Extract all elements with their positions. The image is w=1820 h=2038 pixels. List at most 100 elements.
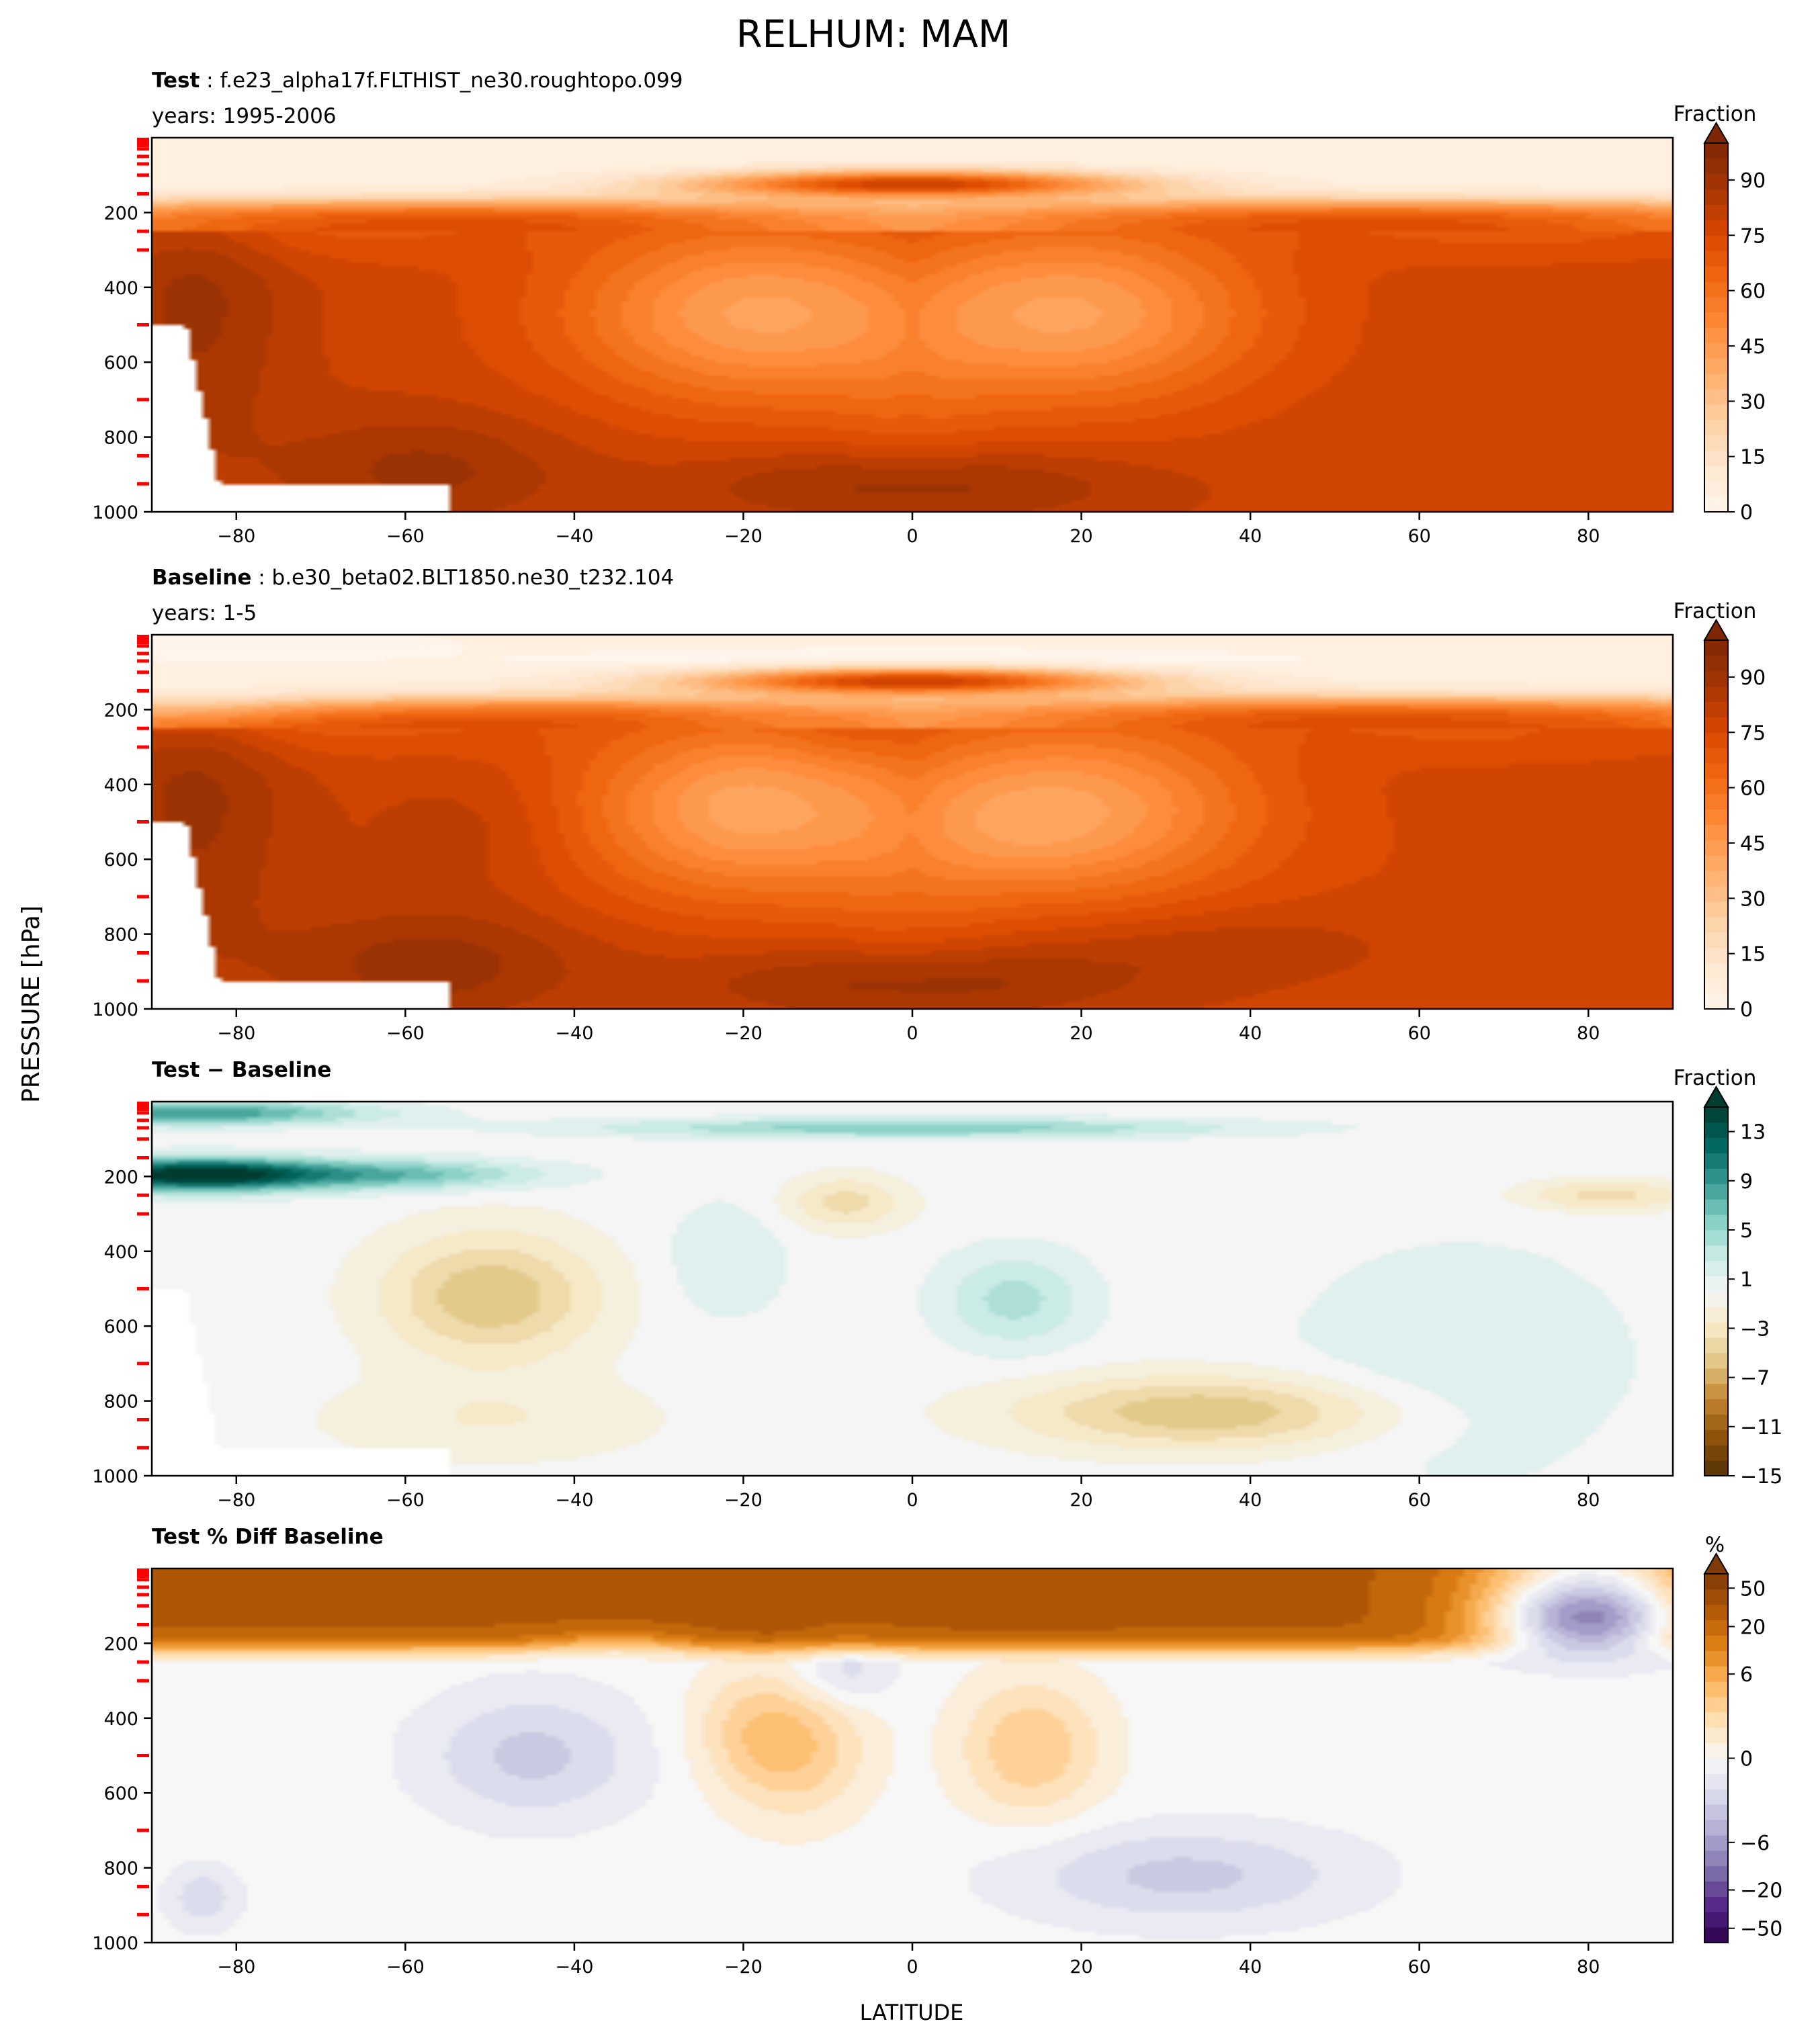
- x-tick-label: 40: [1239, 526, 1262, 547]
- y-tick-label: 400: [103, 278, 138, 299]
- y-tick-label: 200: [103, 1167, 138, 1188]
- colorbar-band: [1704, 963, 1728, 979]
- colorbar-tick-label: 15: [1740, 446, 1766, 470]
- colorbar-band: [1704, 158, 1728, 175]
- colorbar-band: [1704, 1727, 1728, 1744]
- colorbar-band: [1704, 1445, 1728, 1461]
- heatmap-field: [152, 1102, 1673, 1476]
- colorbar-tick-label: 0: [1740, 501, 1753, 525]
- panel-3: Test − Baseline −80 −60 −40 −20 0 20 40 60 80 200 4…: [92, 1058, 1782, 1511]
- colorbar-tick-label: 90: [1740, 169, 1766, 193]
- colorbar-band: [1704, 701, 1728, 717]
- colorbar-label: Fraction: [1674, 1066, 1757, 1090]
- colorbar-band: [1704, 466, 1728, 482]
- panel-title-bold: Baseline: [152, 566, 251, 590]
- x-tick-label: 20: [1070, 1490, 1092, 1511]
- colorbar-band: [1704, 373, 1728, 390]
- colorbar-frame: [1704, 142, 1729, 513]
- colorbar-band: [1704, 189, 1728, 205]
- y-tick-label: 1000: [92, 1933, 138, 1954]
- x-tick-label: −20: [724, 526, 763, 547]
- colorbar-band: [1704, 1291, 1728, 1307]
- colorbar-band: [1704, 312, 1728, 328]
- colorbar-tick-label: 13: [1740, 1121, 1766, 1145]
- colorbar-band: [1704, 251, 1728, 267]
- x-tick-label: −40: [555, 1023, 593, 1044]
- colorbar-band: [1704, 732, 1728, 748]
- x-tick-label: −80: [217, 1957, 255, 1978]
- x-tick-label: −80: [217, 1023, 255, 1044]
- x-tick-label: −40: [555, 1957, 593, 1978]
- colorbar-band: [1704, 1650, 1728, 1667]
- colorbar-band: [1704, 1245, 1728, 1261]
- colorbar-band: [1704, 1681, 1728, 1697]
- colorbar-band: [1704, 1337, 1728, 1354]
- colorbar-band: [1704, 1712, 1728, 1728]
- panel-4: Test % Diff Baseline−80 −60 −40 −20 0 20 40 60 8…: [92, 1525, 1782, 1978]
- colorbar-tick-label: −3: [1740, 1317, 1770, 1341]
- x-tick-label: −20: [724, 1023, 763, 1044]
- y-tick-label: 600: [103, 1317, 138, 1337]
- colorbar-band: [1704, 993, 1728, 1010]
- colorbar-band: [1704, 419, 1728, 436]
- colorbar-tick-label: 6: [1740, 1663, 1753, 1687]
- colorbar-band: [1704, 358, 1728, 374]
- colorbar-band: [1704, 793, 1728, 810]
- x-tick-label: 60: [1407, 1490, 1430, 1511]
- colorbar-band: [1704, 886, 1728, 902]
- y-tick-label: 800: [103, 1859, 138, 1879]
- colorbar-band: [1704, 1850, 1728, 1867]
- y-tick-label: 400: [103, 1242, 138, 1263]
- colorbar-frame: [1704, 1106, 1729, 1476]
- panel-title-rest: : b.e30_beta02.BLT1850.ne30_t232.104: [251, 566, 674, 590]
- model-level-top: [137, 1568, 149, 1578]
- colorbar-tick-label: 45: [1740, 335, 1766, 359]
- colorbar-band: [1704, 1322, 1728, 1338]
- panel-years: years: 1-5: [152, 601, 257, 625]
- colorbar-band: [1704, 1414, 1728, 1430]
- colorbar-band: [1704, 1589, 1728, 1605]
- colorbar-band: [1704, 204, 1728, 220]
- colorbar-tick-label: 1: [1740, 1268, 1753, 1292]
- colorbar-tick-label: 30: [1740, 887, 1766, 911]
- colorbar-band: [1704, 1804, 1728, 1820]
- x-tick-label: 80: [1577, 1957, 1600, 1978]
- x-axis-label: LATITUDE: [860, 2000, 964, 2025]
- colorbar-band: [1704, 640, 1728, 656]
- x-tick-label: 20: [1070, 1023, 1092, 1044]
- panel-title: Test − Baseline: [152, 1058, 331, 1082]
- colorbar-band: [1704, 717, 1728, 733]
- y-tick-label: 1000: [92, 1466, 138, 1487]
- colorbar-band: [1704, 1604, 1728, 1621]
- colorbar-tick-label: 0: [1740, 998, 1753, 1022]
- colorbar-band: [1704, 496, 1728, 513]
- colorbar-band: [1704, 220, 1728, 236]
- colorbar-band: [1704, 296, 1728, 313]
- colorbar-band: [1704, 778, 1728, 795]
- colorbar-band: [1704, 1107, 1728, 1123]
- colorbar-band: [1704, 1789, 1728, 1805]
- colorbar-band: [1704, 1773, 1728, 1789]
- y-tick-label: 800: [103, 428, 138, 449]
- colorbar-tick-label: 20: [1740, 1615, 1766, 1639]
- y-tick-label: 400: [103, 1709, 138, 1730]
- colorbar-label: %: [1705, 1533, 1725, 1557]
- x-tick-label: 40: [1239, 1490, 1262, 1511]
- colorbar-band: [1704, 1260, 1728, 1277]
- colorbar-tick-label: 9: [1740, 1170, 1753, 1194]
- panel-title-bold: Test: [152, 69, 200, 93]
- colorbar-band: [1704, 1276, 1728, 1292]
- colorbar-band: [1704, 450, 1728, 466]
- colorbar-band: [1704, 901, 1728, 918]
- colorbar-tick-label: −15: [1740, 1465, 1782, 1489]
- x-tick-label: −20: [724, 1957, 763, 1978]
- panels: Test : f.e23_alpha17f.FLTHIST_ne30.rough…: [92, 69, 1782, 1978]
- panel-title: Test % Diff Baseline: [152, 1525, 384, 1549]
- colorbar-band: [1704, 481, 1728, 497]
- colorbar-band: [1704, 143, 1728, 159]
- x-tick-label: 20: [1070, 526, 1092, 547]
- colorbar-band: [1704, 809, 1728, 825]
- colorbar-band: [1704, 1820, 1728, 1836]
- panel-title: Baseline : b.e30_beta02.BLT1850.ne30_t23…: [152, 566, 674, 590]
- colorbar-tick-label: 45: [1740, 832, 1766, 856]
